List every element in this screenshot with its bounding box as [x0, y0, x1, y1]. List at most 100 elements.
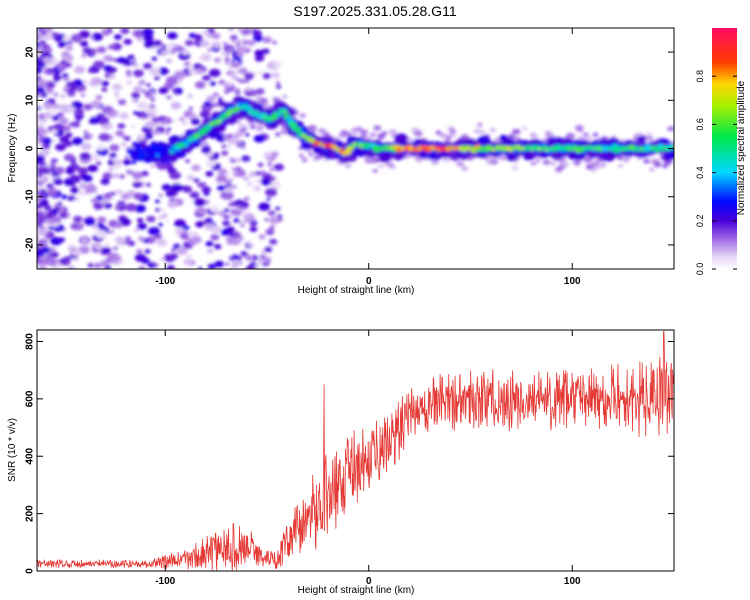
spectrogram-blob: [150, 143, 157, 148]
spectrogram-blob: [185, 253, 193, 259]
spectrogram-blob: [567, 133, 576, 139]
spectrogram-blob: [76, 118, 81, 122]
spectrogram-blob: [176, 247, 188, 255]
spectrogram-blob: [37, 155, 46, 162]
spectrogram-blob: [55, 262, 63, 268]
spectrogram-blob: [157, 149, 166, 155]
spectrogram-blob: [372, 168, 378, 173]
spectrogram-blob: [590, 167, 597, 172]
spectrogram-blob: [103, 202, 112, 209]
spectrogram-blob: [73, 102, 84, 109]
spectrogram-blob: [165, 76, 178, 85]
spectrogram-blob: [137, 236, 145, 242]
spectrogram-blob: [253, 134, 265, 143]
spectrogram-blob: [229, 209, 234, 213]
spectrogram-blob: [62, 54, 74, 62]
spectrogram-blob: [90, 50, 97, 56]
spectrogram-blob: [435, 130, 441, 135]
spectrogram-blob: [269, 225, 275, 230]
spectrogram-blob: [158, 222, 164, 227]
spectrogram-blob: [227, 202, 234, 207]
spectrogram-blob: [71, 248, 82, 257]
spectrogram-blob: [301, 157, 308, 163]
snr-y-tick-label: 800: [25, 333, 36, 350]
spectrogram-blob: [166, 95, 172, 100]
spectrogram-blob: [231, 265, 236, 269]
spectrogram-blob: [390, 165, 396, 170]
spectrogram-blob: [250, 261, 257, 267]
spectrogram-blob: [237, 120, 242, 124]
spectrogram-blob: [220, 228, 231, 236]
spectrogram-blob: [211, 33, 221, 40]
spectrogram-blob: [229, 65, 233, 69]
spectrogram-blob: [202, 75, 211, 82]
spectrogram-blob: [214, 244, 222, 250]
spectrogram-blob: [647, 132, 652, 136]
spectrogram-blob: [254, 54, 265, 62]
spectrogram-blob: [63, 153, 75, 162]
spectrogram-blob: [62, 73, 69, 78]
spectrogram-blob: [214, 124, 226, 133]
spectrogram-blob: [89, 116, 101, 124]
spectrogram-blob: [489, 127, 497, 133]
spectrogram-blob: [50, 251, 59, 258]
spectrogram-blob: [159, 257, 165, 262]
spectrogram-blob: [37, 114, 43, 118]
spectrogram-blob: [99, 260, 110, 267]
spectrogram-blob: [101, 29, 109, 35]
spectrogram-blob: [173, 90, 179, 94]
spectrogram-blob: [108, 167, 114, 172]
spectrogram-blob: [53, 222, 60, 227]
spectrogram-blob: [217, 99, 223, 103]
spectrogram-blob: [40, 30, 47, 36]
spectrogram-blob: [269, 176, 276, 181]
spectrogram-blob: [188, 33, 196, 38]
spectrogram-blob: [211, 102, 218, 108]
spectrogram-blob: [450, 133, 456, 138]
spectrogram-blob: [57, 66, 66, 72]
snr-y-tick-label: 400: [25, 447, 36, 464]
spectrogram-blob: [224, 262, 230, 266]
spectrogram-blob: [532, 134, 539, 139]
spectrogram-blob: [193, 198, 206, 207]
spectrogram-blob: [119, 174, 126, 179]
spectrogram-blob: [94, 191, 99, 195]
spectrogram-blob: [83, 103, 93, 111]
spectrogram-blob: [37, 235, 40, 239]
spectrogram-blob: [80, 142, 92, 151]
spectrogram-blob: [109, 144, 120, 152]
spectrogram-blob: [360, 133, 368, 139]
spectrogram-blob: [234, 90, 241, 95]
spectrogram-blob: [583, 135, 593, 142]
spectrogram-blob: [41, 189, 47, 193]
spectrogram-blob: [119, 112, 129, 120]
spectrogram-blob: [124, 239, 131, 245]
spectrogram-blob: [58, 76, 63, 80]
spectrogram-blob: [223, 90, 230, 94]
spectrogram-blob: [158, 193, 164, 198]
spectrogram-blob: [476, 122, 483, 127]
spectrogram-blob: [216, 174, 228, 183]
spectrogram-blob: [123, 38, 133, 45]
spectrogram-blob: [125, 69, 132, 74]
spectrogram-blob: [152, 40, 163, 47]
spectrogram-blob: [194, 81, 206, 89]
spectrogram-blob: [277, 214, 283, 218]
spectrogram-blob: [50, 216, 62, 224]
spectrogram-blob: [231, 167, 237, 171]
spectrogram-blob: [43, 204, 52, 211]
spectrogram-blob: [121, 142, 126, 146]
spectrogram-blob: [57, 237, 66, 243]
spectrogram-blob: [122, 159, 132, 166]
spectrogram-blob: [109, 152, 117, 159]
spectrogram-blob: [535, 158, 541, 163]
spectrogram-blob: [166, 127, 171, 131]
spectrogram-blob: [647, 136, 654, 141]
spectrogram-blob: [205, 159, 216, 168]
spectrogram-blob: [144, 133, 154, 139]
spectrogram-blob: [236, 45, 247, 53]
spectrogram-blob: [205, 241, 214, 247]
spectrogram-blob: [145, 131, 152, 135]
snr-y-tick-label: 200: [25, 505, 36, 522]
colorbar-ticks: 0.0 0.2 0.4 0.6 0.8: [695, 70, 737, 275]
